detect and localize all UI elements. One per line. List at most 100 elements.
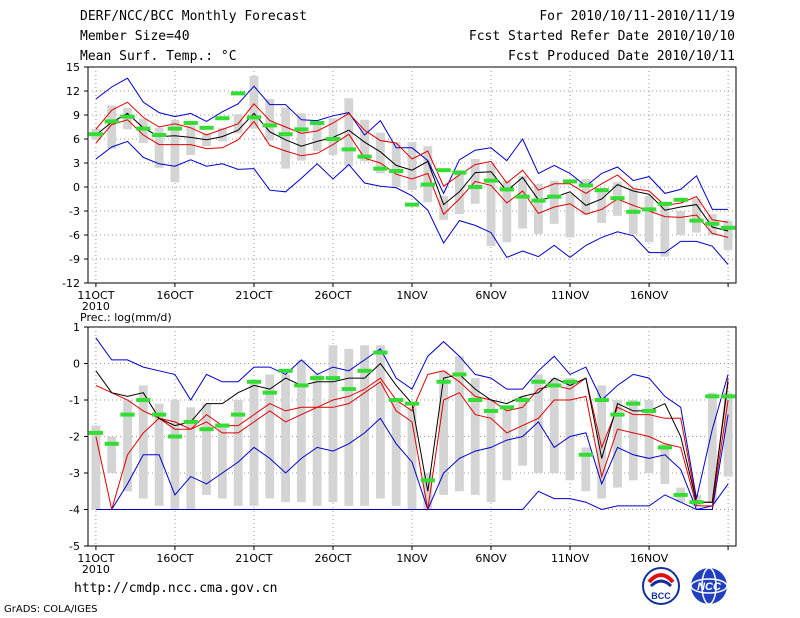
panel2-xtick-label: 11NOV [551,552,590,565]
panel2-obs-marker [294,383,309,388]
panel2-obs-marker [468,398,483,402]
panel2-obs-marker [531,379,546,384]
panel1-ytick-label: 12 [66,85,80,98]
panel2-range-box [518,396,528,466]
panel1-range-box [581,179,591,215]
panel2-obs-marker [136,398,151,402]
panel2-obs-marker [720,394,736,399]
panel2-ytick-label: -3 [69,467,80,480]
panel2-obs-marker [657,445,672,450]
panel1-obs-marker [278,132,293,137]
panel2-range-box [454,356,464,492]
panel2-obs-marker [104,441,119,446]
panel2-range-box [138,385,148,499]
panel1-ytick-label: 15 [66,61,80,74]
panel1-obs-marker [594,188,609,193]
panel2-obs-marker [325,376,341,381]
panel1-range-box [281,107,290,169]
panel2-range-box [186,407,196,510]
panel2-obs-marker [705,394,720,399]
panel1-xtick-label: 11NOV [551,289,590,302]
panel2-obs-marker [562,379,578,384]
panel2-obs-marker [120,412,135,417]
chart-title: DERF/NCC/BCC Monthly Forecast [80,9,307,24]
panel2-xtick-label: 21OCT [235,552,272,565]
panel1-range-box [265,99,275,141]
panel2-obs-marker [673,492,688,497]
panel1-range-box [518,175,528,229]
panel2-obs-marker [515,398,530,402]
panel1-obs-marker [341,147,356,152]
panel2-obs-marker [88,430,104,435]
panel1-ytick-label: -9 [69,253,80,266]
panel1-min-line [95,140,729,265]
grads-credit: GrADS: COLA/IGES [4,604,98,615]
panel1-obs-marker [689,218,704,223]
panel1-obs-marker [578,183,593,188]
panel1-range-box [692,199,701,233]
panel2-range-box [375,345,385,499]
panel1-obs-marker [626,209,641,214]
panel1-obs-marker [468,185,483,189]
panel2-xtick-label: 1NOV [396,552,428,565]
panel1-obs-marker [720,225,736,230]
panel2-obs-marker [231,412,246,417]
panel2-obs-marker [452,372,467,377]
panel1-ytick-label: 6 [73,133,80,146]
panel2-obs-marker [578,452,593,457]
panel2-range-box [407,407,417,510]
panel1-range-box [439,195,449,220]
panel2-obs-marker [389,398,404,402]
panel2-range-box [217,425,227,499]
panel1-obs-marker [515,194,530,199]
panel2-obs-marker [594,398,609,402]
panel2-xtick-label: 16OCT [156,552,193,565]
panel2-range-box [486,400,496,503]
panel2-obs-marker [641,408,657,413]
panel1-ytick-label: 0 [73,181,80,194]
panel2-range-box [344,348,354,506]
panel1-obs-marker [231,91,246,96]
source-url[interactable]: http://cmdp.ncc.cma.gov.cn [74,581,278,596]
panel2-xtick-label: 6NOV [475,552,507,565]
panel2-xtick-label: 26OCT [314,552,351,565]
panel1-obs-marker [641,207,657,212]
panel2-obs-marker [436,379,451,384]
panel2-obs-marker [262,390,277,395]
panel2-ytick-label: -4 [69,504,80,517]
panel1-range-box [154,127,164,168]
panel2-obs-marker [246,379,262,384]
panel2-range-box [265,374,275,499]
panel1-obs-marker [610,196,625,201]
panel2-obs-marker [215,423,230,428]
panel1-obs-marker [547,194,562,199]
panel2-obs-marker [373,350,388,355]
panel1-obs-marker [104,119,119,124]
panel1-obs-marker [531,198,546,203]
panel2-year-label: 2010 [82,563,110,576]
panel1-range-box [186,125,196,155]
panel2-range-box [281,374,290,503]
panel1-range-box [534,183,543,235]
panel2-range-box [470,378,480,495]
panel2-range-box [107,436,117,473]
ncc-logo: NCC [690,567,728,605]
panel2-range-box [296,359,306,503]
panel1-obs-marker [389,169,404,173]
panel1-obs-marker [404,202,420,207]
variable-label: Mean Surf. Temp.: °C [80,49,237,64]
panel1-obs-marker [499,187,514,192]
panel2-range-box [628,400,638,481]
panel2-obs-marker [547,383,562,388]
panel1-range-box [249,75,259,129]
panel1-range-box [502,180,512,243]
panel2-ytick-label: -5 [69,540,80,553]
panel2-obs-marker [610,412,625,417]
panel1-obs-marker [88,132,104,137]
panel1-lower-line [95,119,729,238]
panel1-xtick-label: 26OCT [314,289,351,302]
panel1-obs-marker [562,179,578,184]
panel2-obs-marker [483,408,499,413]
